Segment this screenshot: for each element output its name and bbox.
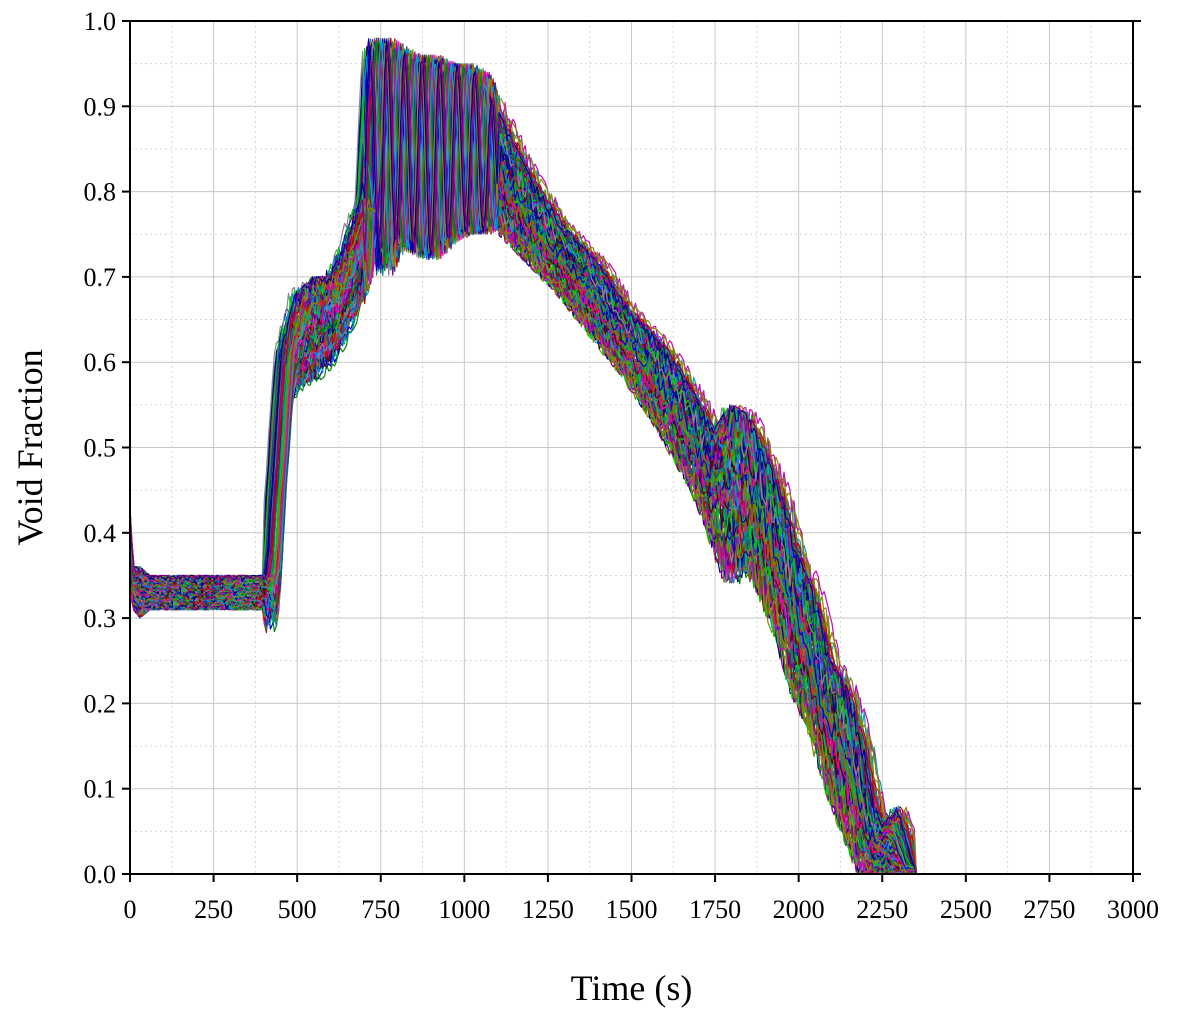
x-tick-label: 1750 <box>689 895 741 924</box>
y-tick-label: 0.1 <box>84 775 117 804</box>
y-tick-label: 0.5 <box>84 434 117 463</box>
x-tick-label: 1250 <box>522 895 574 924</box>
x-tick-label: 2000 <box>773 895 825 924</box>
x-tick-label: 2750 <box>1023 895 1075 924</box>
y-tick-label: 0.7 <box>84 263 117 292</box>
x-tick-label: 2250 <box>856 895 908 924</box>
x-tick-label: 750 <box>361 895 400 924</box>
x-tick-label: 0 <box>124 895 137 924</box>
y-tick-label: 0.2 <box>84 689 117 718</box>
x-tick-labels: 0 250 500 750 1000 1250 1500 1750 2000 2250 2500 27… <box>124 895 1160 924</box>
y-tick-label: 0.3 <box>84 604 117 633</box>
x-tick-label: 250 <box>194 895 233 924</box>
x-axis-title: Time (s) <box>571 968 693 1008</box>
ticks <box>122 20 1141 882</box>
y-tick-label: 1.0 <box>84 7 117 36</box>
x-tick-label: 1500 <box>606 895 658 924</box>
y-tick-label: 0.8 <box>84 178 117 207</box>
x-tick-label: 1000 <box>438 895 490 924</box>
x-tick-label: 2500 <box>940 895 992 924</box>
y-tick-label: 0.0 <box>84 860 117 889</box>
x-tick-label: 500 <box>278 895 317 924</box>
y-tick-label: 0.9 <box>84 92 117 121</box>
x-tick-label: 3000 <box>1107 895 1159 924</box>
y-tick-label: 0.4 <box>84 519 117 548</box>
y-tick-labels: 0.0 0.1 0.2 0.3 0.4 0.5 0.6 0.7 0.8 0.9 1.0 <box>84 7 117 889</box>
y-axis-title: Void Fraction <box>10 349 50 545</box>
y-tick-label: 0.6 <box>84 348 117 377</box>
